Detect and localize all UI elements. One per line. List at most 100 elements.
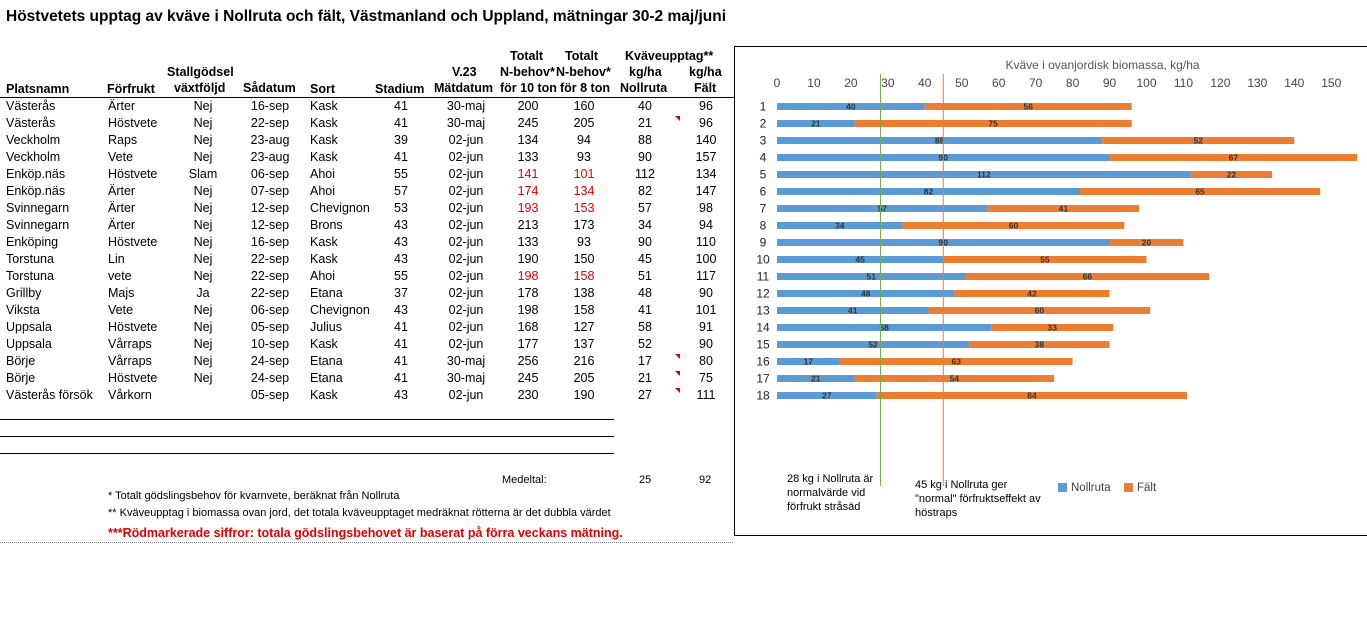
cell-n8: 94 xyxy=(577,133,591,147)
cell-stadium: 41 xyxy=(394,320,408,334)
cell-n10: 193 xyxy=(517,201,539,215)
data-label-falt: 56 xyxy=(1024,102,1034,112)
cell-matdatum: 02-jun xyxy=(448,388,484,402)
cell-sort: Etana xyxy=(310,354,343,368)
footnote-2: ** Kväveupptag i biomassa ovan jord, det… xyxy=(108,507,611,519)
cell-forfrukt: Lin xyxy=(108,252,125,266)
cell-n8: 127 xyxy=(573,320,595,334)
bar-falt xyxy=(954,290,1110,297)
cell-sadatum: 22-sep xyxy=(250,252,290,266)
cell-matdatum: 02-jun xyxy=(448,286,484,300)
cell-plats: Svinnegarn xyxy=(6,218,70,232)
data-label-nollruta: 58 xyxy=(879,323,889,333)
cell-stall: Nej xyxy=(193,201,213,215)
cell-noll: 41 xyxy=(638,303,652,317)
bar-falt xyxy=(839,358,1073,365)
data-label-falt: 75 xyxy=(988,119,998,129)
cell-forfrukt: Vårraps xyxy=(108,337,152,351)
cell-stall: Slam xyxy=(188,167,218,181)
cell-falt: 90 xyxy=(699,337,713,351)
cell-noll: 52 xyxy=(638,337,652,351)
x-tick-label: 30 xyxy=(881,76,895,90)
footnote-1: * Totalt gödslingsbehov för kvarnvete, b… xyxy=(108,490,400,502)
cell-sort: Ahoi xyxy=(310,184,336,198)
data-label-falt: 65 xyxy=(1195,187,1205,197)
x-tick-label: 10 xyxy=(807,76,821,90)
cell-stall: Nej xyxy=(193,184,213,198)
header-stallgodsel: Stallgödsel xyxy=(167,65,234,79)
cell-sadatum: 12-sep xyxy=(250,201,290,215)
header-v23: V.23 xyxy=(452,65,477,79)
header-nbehov8-1: Totalt xyxy=(565,49,599,63)
bar-falt xyxy=(902,222,1125,229)
data-label-nollruta: 41 xyxy=(848,306,858,316)
cell-sadatum: 24-sep xyxy=(250,354,290,368)
x-tick-label: 60 xyxy=(992,76,1006,90)
cell-forfrukt: Majs xyxy=(108,286,135,300)
cell-noll: 88 xyxy=(638,133,652,147)
cell-falt: 98 xyxy=(699,201,713,215)
legend-nollruta-label: Nollruta xyxy=(1071,482,1111,494)
cell-stall: Nej xyxy=(193,235,213,249)
x-tick-label: 120 xyxy=(1210,76,1230,90)
cell-stadium: 41 xyxy=(394,99,408,113)
cell-noll: 27 xyxy=(638,388,652,402)
header-kvave-falt: Fält xyxy=(694,81,717,95)
header-stadium: Stadium xyxy=(375,82,425,96)
data-label-falt: 66 xyxy=(1083,272,1093,282)
bar-falt xyxy=(876,392,1188,399)
cell-stadium: 43 xyxy=(394,218,408,232)
cell-matdatum: 30-maj xyxy=(446,354,486,368)
cell-stadium: 55 xyxy=(394,269,408,283)
cell-sadatum: 06-sep xyxy=(250,167,290,181)
cell-plats: Västerås xyxy=(6,99,56,113)
header-kvave-noll-unit: kg/ha xyxy=(629,65,662,79)
cell-matdatum: 02-jun xyxy=(448,337,484,351)
cell-noll: 17 xyxy=(638,354,652,368)
comment-marker xyxy=(675,354,680,359)
comment-marker xyxy=(675,116,680,121)
cell-sort: Kask xyxy=(310,235,338,249)
cell-stadium: 43 xyxy=(394,252,408,266)
data-label-falt: 20 xyxy=(1142,238,1152,248)
table-empty-row-line xyxy=(0,453,614,454)
cell-n8: 158 xyxy=(573,269,595,283)
data-label-falt: 52 xyxy=(1193,136,1203,146)
x-tick-label: 100 xyxy=(1136,76,1156,90)
cell-stall: Nej xyxy=(193,252,213,266)
header-kvave-falt-unit: kg/ha xyxy=(689,65,722,79)
cell-forfrukt: Ärter xyxy=(108,201,136,215)
data-label-falt: 60 xyxy=(1009,221,1019,231)
cell-sort: Kask xyxy=(310,388,338,402)
y-category-label: 8 xyxy=(760,219,767,233)
cell-stadium: 41 xyxy=(394,150,408,164)
bar-nollruta xyxy=(777,222,903,229)
y-category-label: 11 xyxy=(757,270,770,284)
cell-stall: Nej xyxy=(193,150,213,164)
bar-nollruta xyxy=(777,324,992,331)
bar-nollruta xyxy=(777,341,970,348)
data-label-falt: 38 xyxy=(1035,340,1045,350)
cell-n10: 141 xyxy=(517,167,539,181)
y-category-label: 3 xyxy=(760,134,767,148)
cell-stadium: 37 xyxy=(394,286,408,300)
legend-nollruta-swatch xyxy=(1058,483,1067,493)
cell-stall: Nej xyxy=(193,303,213,317)
cell-n8: 153 xyxy=(573,201,595,215)
cell-forfrukt: Höstvete xyxy=(108,371,158,385)
data-label-falt: 54 xyxy=(950,374,960,384)
y-category-label: 10 xyxy=(756,253,770,267)
cell-n10: 190 xyxy=(517,252,539,266)
cell-plats: Börje xyxy=(6,354,36,368)
cell-stall: Nej xyxy=(193,116,213,130)
cell-sort: Brons xyxy=(310,218,343,232)
cell-n8: 150 xyxy=(573,252,595,266)
cell-falt: 100 xyxy=(695,252,717,266)
bar-falt xyxy=(1109,239,1184,246)
cell-matdatum: 30-maj xyxy=(446,99,486,113)
cell-n10: 213 xyxy=(517,218,539,232)
cell-matdatum: 02-jun xyxy=(448,167,484,181)
header-divider xyxy=(0,97,734,98)
cell-plats: Veckholm xyxy=(6,133,61,147)
cell-noll: 45 xyxy=(638,252,652,266)
